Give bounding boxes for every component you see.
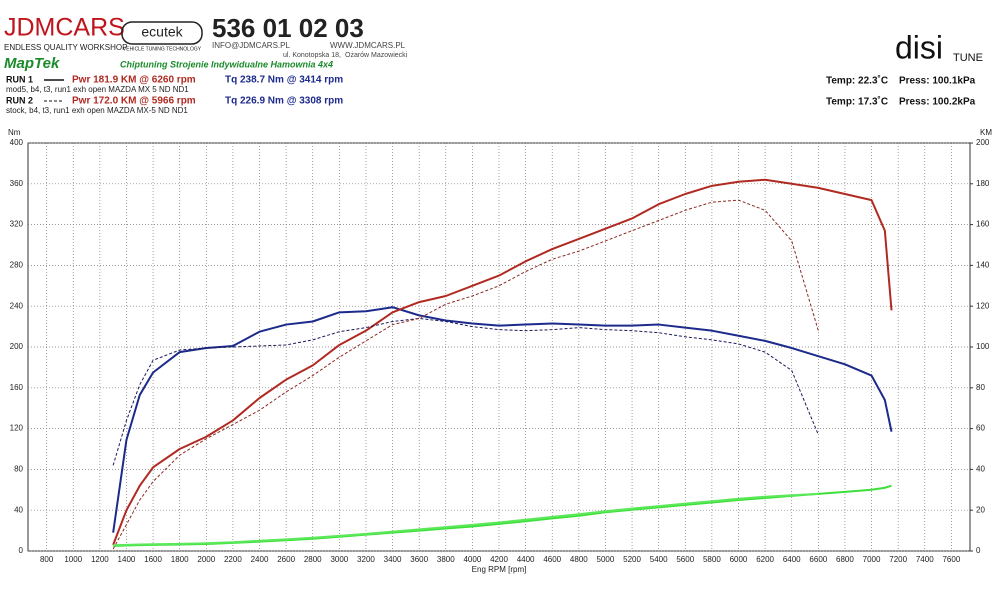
brand-tagline: ENDLESS QUALITY WORKSHOP — [4, 43, 127, 52]
run-temp: Temp: 17.3˚C — [826, 96, 888, 108]
x-tick-label: 6600 — [809, 555, 827, 564]
run-description: mod5, b4, t3, run1 exh open MAZDA MX 5 N… — [6, 85, 189, 94]
y2-tick-label: 60 — [976, 424, 985, 433]
series-line — [112, 178, 893, 546]
x-tick-label: 3800 — [437, 555, 455, 564]
x-tick-label: 5400 — [650, 555, 668, 564]
x-tick-label: 5600 — [676, 555, 694, 564]
x-tick-label: 1000 — [64, 555, 82, 564]
run-power: Pwr 172.0 KM @ 5966 rpm — [72, 96, 196, 107]
x-tick-label: 7400 — [916, 555, 934, 564]
website: WWW.JDMCARS.PL — [330, 41, 406, 50]
y2-tick-label: 20 — [976, 505, 985, 514]
x-tick-label: 6400 — [783, 555, 801, 564]
y2-tick-label: 0 — [976, 546, 981, 555]
x-tick-label: 3400 — [384, 555, 402, 564]
y2-tick-label: 120 — [976, 301, 990, 310]
x-tick-label: 3000 — [330, 555, 348, 564]
x-tick-label: 2000 — [197, 555, 215, 564]
x-tick-label: 6800 — [836, 555, 854, 564]
y-axis-label: Nm — [8, 128, 21, 137]
y2-tick-label: 100 — [976, 342, 990, 351]
y2-tick-label: 140 — [976, 261, 990, 270]
series-line — [113, 492, 819, 547]
y2-axis-label: KM — [980, 128, 992, 137]
series-line — [112, 199, 819, 550]
y-tick-label: 0 — [19, 546, 24, 555]
x-tick-label: 1800 — [171, 555, 189, 564]
y-tick-label: 80 — [14, 465, 23, 474]
x-tick-label: 4600 — [543, 555, 561, 564]
y2-tick-label: 80 — [976, 383, 985, 392]
x-tick-label: 2200 — [224, 555, 242, 564]
partner-tagline: VEHICLE TUNING TECHNOLOGY — [123, 46, 202, 52]
phone: 536 01 02 03 — [212, 13, 364, 43]
x-tick-label: 7600 — [942, 555, 960, 564]
x-tick-label: 3200 — [357, 555, 375, 564]
run-press: Press: 100.1kPa — [899, 76, 976, 87]
y2-tick-label: 40 — [976, 465, 985, 474]
dyno-brand-suffix: TUNE — [953, 52, 983, 64]
plot-area: 0408012016020024028032036040002040608010… — [10, 138, 990, 564]
x-tick-label: 5000 — [597, 555, 615, 564]
x-tick-label: 4800 — [570, 555, 588, 564]
run-description: stock, b4, t3, run1 exh open MAZDA MX-5 … — [6, 106, 188, 115]
dyno-brand: disi — [895, 29, 943, 65]
y-tick-label: 160 — [10, 383, 24, 392]
x-tick-label: 2400 — [251, 555, 269, 564]
x-tick-label: 4000 — [463, 555, 481, 564]
x-tick-label: 5800 — [703, 555, 721, 564]
street: ul. Konotopska 18, — [283, 52, 341, 59]
services: Chiptuning Strojenie Indywidualne Hamown… — [120, 59, 333, 69]
partner: ecutek — [141, 24, 183, 40]
x-tick-label: 5200 — [623, 555, 641, 564]
x-tick-label: 4200 — [490, 555, 508, 564]
brand: JDMCARS — [4, 14, 125, 42]
x-tick-label: 1400 — [118, 555, 136, 564]
x-tick-label: 7200 — [889, 555, 907, 564]
y-tick-label: 40 — [14, 505, 23, 514]
y-tick-label: 120 — [10, 424, 24, 433]
x-tick-label: 6000 — [730, 555, 748, 564]
x-tick-label: 2800 — [304, 555, 322, 564]
x-tick-label: 6200 — [756, 555, 774, 564]
y-tick-label: 320 — [10, 220, 24, 229]
maptek: MapTek — [4, 55, 60, 72]
y-tick-label: 240 — [10, 301, 24, 310]
y-tick-label: 400 — [10, 138, 24, 147]
run-torque: Tq 238.7 Nm @ 3414 rpm — [225, 75, 343, 86]
x-axis-label: Eng RPM [rpm] — [472, 565, 527, 574]
y2-tick-label: 180 — [976, 179, 990, 188]
email: INFO@JDMCARS.PL — [212, 41, 290, 50]
y2-tick-label: 160 — [976, 220, 990, 229]
partner-logo — [121, 21, 203, 45]
run-torque: Tq 226.9 Nm @ 3308 rpm — [225, 96, 343, 107]
y2-tick-label: 200 — [976, 138, 990, 147]
x-tick-label: 3600 — [410, 555, 428, 564]
run-power: Pwr 181.9 KM @ 6260 rpm — [72, 75, 196, 86]
y-tick-label: 280 — [10, 261, 24, 270]
run-press: Press: 100.2kPa — [899, 97, 976, 108]
y-tick-label: 200 — [10, 342, 24, 351]
x-tick-label: 4400 — [517, 555, 535, 564]
x-tick-label: 800 — [40, 555, 54, 564]
x-tick-label: 1600 — [144, 555, 162, 564]
run-name: RUN 1 — [6, 74, 33, 84]
run-name: RUN 2 — [6, 95, 33, 105]
y-tick-label: 360 — [10, 179, 24, 188]
x-tick-label: 2600 — [277, 555, 295, 564]
run-temp: Temp: 22.3˚C — [826, 75, 888, 87]
city: Ożarów Mazowiecki — [345, 52, 408, 59]
series-line — [112, 317, 819, 466]
x-tick-label: 7000 — [863, 555, 881, 564]
x-tick-label: 1200 — [91, 555, 109, 564]
